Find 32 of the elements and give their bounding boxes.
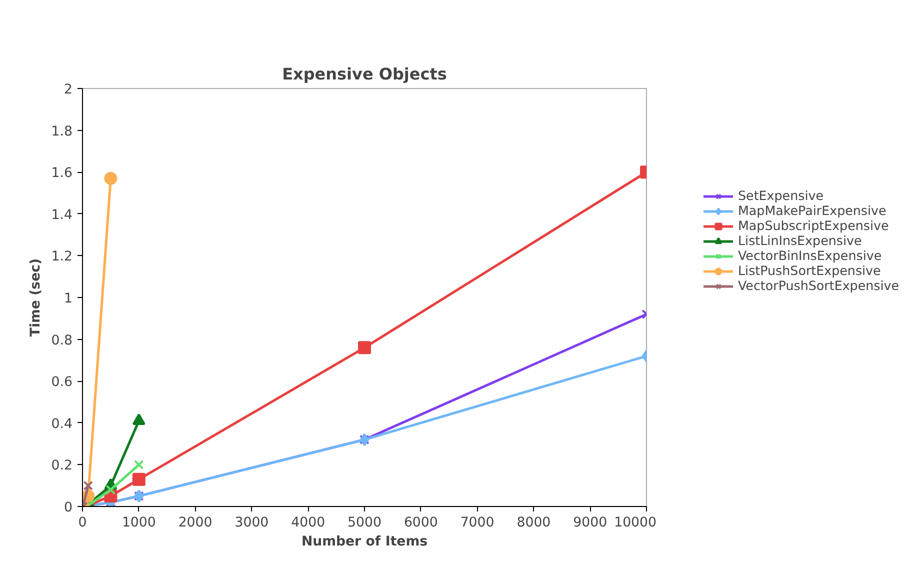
y-tick-label: 1.8 (51, 124, 73, 140)
x-tick-label: 2000 (178, 516, 212, 530)
y-axis-title: Time (sec) (28, 258, 44, 337)
legend-label: MapSubscriptExpensive (738, 218, 889, 233)
y-tick-label: 1.2 (51, 250, 73, 265)
y-tick-label: 0.2 (51, 458, 73, 474)
x-tick-label: 1000 (122, 516, 156, 530)
legend-label: ListLinInsExpensive (738, 233, 862, 248)
y-tick-label: 2 (64, 82, 73, 98)
x-tick-label: 9000 (573, 516, 608, 530)
y-tick-label: 0 (64, 500, 73, 516)
x-tick-label: 10000 (614, 516, 657, 530)
x-axis-title: Number of Items (301, 534, 428, 550)
legend-label: MapMakePairExpensive (738, 203, 886, 218)
y-tick-label: 1.6 (51, 166, 73, 182)
legend-label: SetExpensive (738, 188, 824, 203)
y-tick-label: 0.4 (51, 416, 73, 432)
x-tick-label: 8000 (516, 516, 551, 530)
y-tick-label: 0.8 (51, 333, 73, 348)
y-tick-label: 1 (64, 292, 73, 306)
y-tick-label: 1.4 (51, 208, 73, 223)
x-tick-label: 4000 (291, 516, 326, 530)
legend-label: VectorPushSortExpensive (738, 278, 900, 293)
chart-title: Expensive Objects (282, 64, 447, 84)
x-tick-label: 0 (78, 516, 87, 530)
legend-label: VectorBinInsExpensive (738, 248, 882, 263)
y-tick-label: 0.6 (51, 375, 73, 390)
x-tick-label: 6000 (404, 516, 438, 530)
x-tick-label: 3000 (234, 516, 269, 530)
legend-label: ListPushSortExpensive (738, 263, 881, 278)
x-tick-label: 5000 (348, 516, 382, 530)
x-tick-label: 7000 (460, 516, 494, 530)
